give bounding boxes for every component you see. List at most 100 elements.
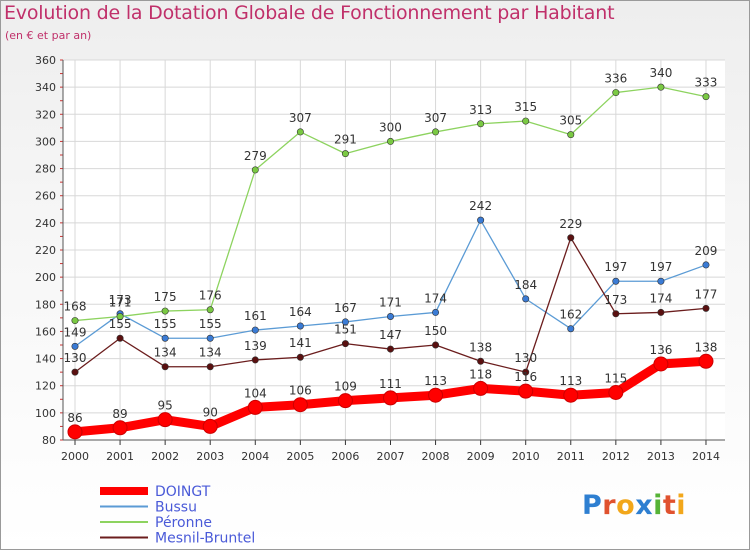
chart-subtitle: (en € et par an) [5,29,92,42]
data-label-bussu: 184 [514,278,537,292]
data-point-mesnil-bruntel [522,368,530,376]
data-point-mesnil-bruntel [206,363,214,371]
data-point-bussu [612,277,620,285]
data-point-mesnil-bruntel [116,334,124,342]
data-label-bussu: 155 [154,317,177,331]
data-point-p-ronne [341,150,349,158]
y-tick-label: 240 [35,217,56,230]
data-label-p-ronne: 307 [424,111,447,125]
data-label-bussu: 197 [649,260,672,274]
x-tick-label: 2009 [467,450,495,463]
data-point-p-ronne [702,93,710,101]
x-tick-label: 2000 [61,450,89,463]
legend-label-p-ronne: Péronne [155,515,212,531]
x-tick-label: 2007 [376,450,404,463]
data-label-mesnil-bruntel: 130 [514,351,537,365]
data-point-doingt [157,412,173,428]
data-label-mesnil-bruntel: 134 [154,346,177,360]
legend-label-doingt: DOINGT [155,484,211,500]
logo-letter: i [653,490,663,521]
data-label-p-ronne: 291 [334,133,357,147]
x-tick-label: 2012 [602,450,630,463]
chart-title: Evolution de la Dotation Globale de Fonc… [4,2,615,24]
data-point-mesnil-bruntel [71,368,79,376]
data-point-p-ronne [612,89,620,97]
data-label-mesnil-bruntel: 130 [64,351,87,365]
data-label-p-ronne: 336 [604,72,627,86]
data-point-mesnil-bruntel [161,363,169,371]
x-tick-label: 2008 [422,450,450,463]
data-point-bussu [251,326,259,334]
data-point-doingt [202,418,218,434]
x-tick-label: 2001 [106,450,134,463]
data-point-mesnil-bruntel [341,340,349,348]
data-label-doingt: 109 [334,380,357,394]
data-label-doingt: 86 [67,411,82,425]
y-tick-label: 160 [35,325,56,338]
x-tick-label: 2005 [286,450,314,463]
data-label-bussu: 209 [695,244,718,258]
data-point-p-ronne [386,137,394,145]
data-point-p-ronne [477,120,485,128]
data-label-doingt: 111 [379,377,402,391]
data-label-p-ronne: 315 [514,100,537,114]
logo-letter: i [676,490,687,521]
data-point-p-ronne [296,128,304,136]
data-label-mesnil-bruntel: 174 [649,291,672,305]
data-label-mesnil-bruntel: 177 [695,287,718,301]
data-label-p-ronne: 175 [154,290,177,304]
x-tick-label: 2013 [647,450,675,463]
data-label-p-ronne: 313 [469,103,492,117]
legend-label-bussu: Bussu [155,500,197,516]
data-label-p-ronne: 300 [379,120,402,134]
data-label-mesnil-bruntel: 173 [604,293,627,307]
data-point-bussu [567,325,575,333]
y-tick-label: 80 [42,434,56,447]
data-point-p-ronne [432,128,440,136]
data-point-mesnil-bruntel [432,341,440,349]
x-tick-label: 2014 [692,450,720,463]
data-point-mesnil-bruntel [386,345,394,353]
data-label-bussu: 242 [469,199,492,213]
data-point-doingt [698,353,714,369]
data-label-p-ronne: 333 [695,76,718,90]
series-layer [67,83,714,440]
data-label-doingt: 113 [424,374,447,388]
legend-label-mesnil-bruntel: Mesnil-Bruntel [155,531,255,547]
grid [63,59,725,441]
data-label-mesnil-bruntel: 134 [199,346,222,360]
data-label-mesnil-bruntel: 150 [424,324,447,338]
x-tick-label: 2006 [331,450,359,463]
y-tick-label: 300 [35,135,56,148]
data-point-bussu [296,322,304,330]
data-point-bussu [702,261,710,269]
data-point-p-ronne [567,131,575,139]
data-point-doingt [518,383,534,399]
data-point-bussu [161,334,169,342]
y-tick-label: 220 [35,244,56,257]
y-tick-label: 120 [35,380,56,393]
data-label-doingt: 113 [559,374,582,388]
proxiti-logo: Proxiti [582,490,686,521]
y-tick-label: 280 [35,163,56,176]
data-label-p-ronne: 305 [559,114,582,128]
data-label-mesnil-bruntel: 155 [109,317,132,331]
y-tick-label: 140 [35,353,56,366]
y-tick-label: 340 [35,81,56,94]
data-point-doingt [112,420,128,436]
x-tick-label: 2003 [196,450,224,463]
data-label-p-ronne: 171 [109,296,132,310]
data-label-bussu: 167 [334,301,357,315]
data-point-mesnil-bruntel [567,234,575,242]
axes: 80 100 120 140 160 180 200 220 240 260 280 300 320 34… [35,54,725,463]
data-label-bussu: 174 [424,291,447,305]
data-label-doingt: 104 [244,386,267,400]
data-point-bussu [657,277,665,285]
data-label-doingt: 116 [514,370,537,384]
data-label-bussu: 162 [559,308,582,322]
data-point-doingt [473,380,489,396]
data-label-mesnil-bruntel: 151 [334,323,357,337]
data-label-bussu: 164 [289,305,312,319]
data-point-mesnil-bruntel [477,357,485,365]
